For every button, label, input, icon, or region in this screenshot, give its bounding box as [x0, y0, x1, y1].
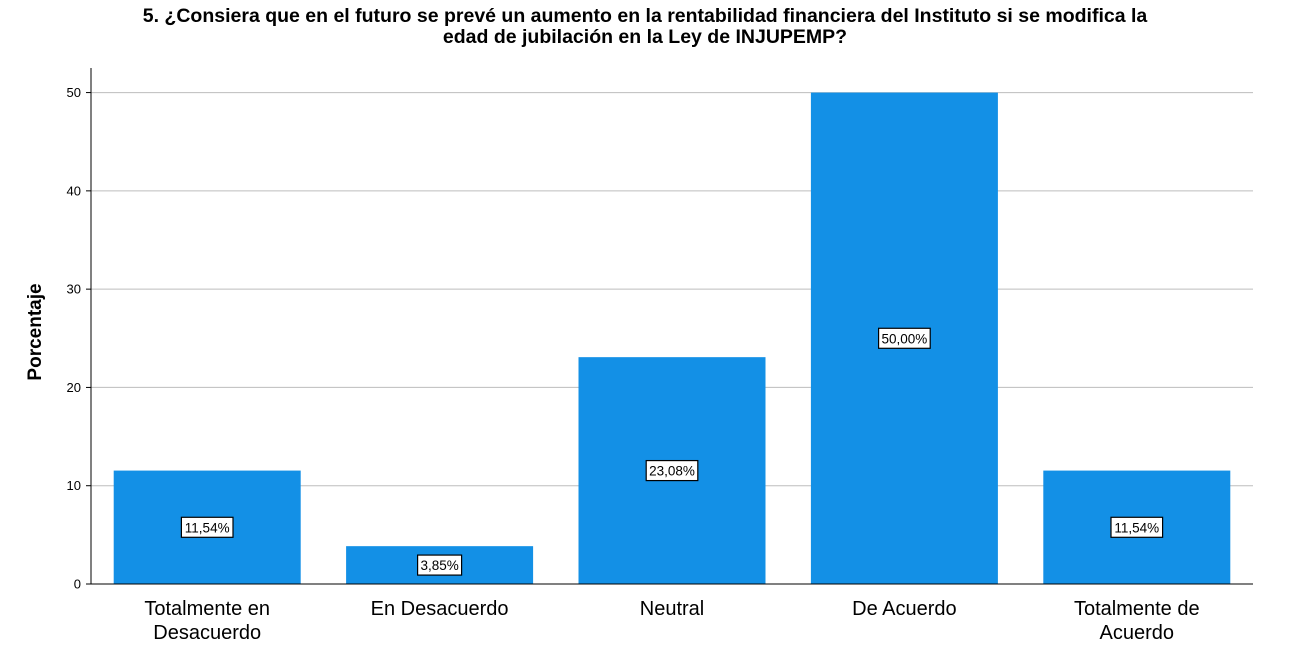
chart-title-line-1: 5. ¿Consiera que en el futuro se prevé u…: [142, 5, 1148, 27]
chart-title: 5. ¿Consiera que en el futuro se prevé u…: [0, 6, 1290, 48]
labels: 0 10 20 30 40 50 11,54% Totalmente enDesacuerdo…: [67, 85, 1200, 644]
data-label: 11,54%: [185, 520, 230, 535]
data-label-box: [877, 327, 931, 349]
x-tick-label: De Acuerdo: [852, 598, 957, 620]
data-label-box: [417, 554, 463, 576]
chart-title-line-2: edad de jubilación en la Ley de INJUPEMP…: [442, 26, 848, 48]
data-label-box: [180, 516, 234, 538]
x-tick-label: Acuerdo: [1100, 622, 1175, 644]
data-label-box: [1110, 516, 1164, 538]
data-label: 50,00%: [882, 331, 928, 346]
y-tick-label: 50: [67, 85, 81, 100]
x-tick-label: Desacuerdo: [153, 622, 261, 644]
axes: [86, 68, 1253, 585]
x-tick-label: Neutral: [640, 598, 704, 620]
y-tick-label: 40: [67, 183, 81, 198]
data-label-box: [645, 459, 699, 482]
y-tick-label: 30: [67, 282, 81, 297]
y-axis-title: Porcentaje: [25, 283, 46, 380]
x-tick-label: Totalmente de: [1074, 598, 1200, 620]
y-tick-label: 0: [74, 577, 81, 592]
data-label: 3,85%: [420, 558, 458, 573]
x-tick-label: Totalmente en: [144, 598, 270, 620]
data-label: 23,08%: [649, 464, 695, 479]
y-tick-label: 10: [67, 478, 81, 493]
y-tick-label: 20: [67, 380, 81, 395]
bars: [113, 92, 1231, 585]
data-label: 11,54%: [1114, 520, 1159, 535]
x-tick-label: En Desacuerdo: [371, 598, 509, 620]
